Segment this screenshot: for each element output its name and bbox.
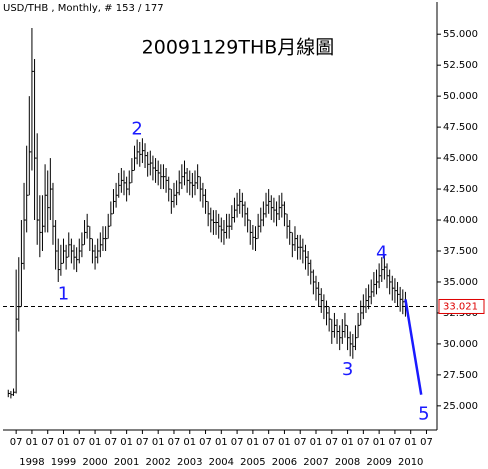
x-year-label: 2007 — [303, 457, 328, 468]
x-year-label: 2002 — [145, 457, 170, 468]
x-year-label: 1999 — [51, 457, 76, 468]
x-year-label: 2001 — [114, 457, 139, 468]
x-year-label: 2010 — [398, 457, 423, 468]
y-tick-label: 37.500 — [443, 246, 478, 257]
y-tick-label: 47.500 — [443, 122, 478, 133]
x-tick-label: 07 — [389, 437, 402, 448]
x-tick-label: 01 — [89, 437, 102, 448]
x-year-label: 2004 — [209, 457, 234, 468]
y-tick-label: 45.000 — [443, 153, 478, 164]
chart-title: 20091129THB月線圖 — [142, 37, 335, 59]
x-tick-label: 01 — [278, 437, 291, 448]
x-tick-label: 01 — [57, 437, 70, 448]
x-tick-label: 01 — [341, 437, 354, 448]
x-tick-label: 01 — [152, 437, 165, 448]
x-tick-label: 07 — [262, 437, 275, 448]
x-year-label: 2008 — [335, 457, 360, 468]
wave-label: 1 — [58, 283, 69, 304]
y-tick-label: 52.500 — [443, 60, 478, 71]
x-tick-label: 07 — [10, 437, 23, 448]
x-year-label: 1998 — [19, 457, 44, 468]
x-tick-label: 07 — [168, 437, 181, 448]
x-tick-label: 07 — [136, 437, 149, 448]
x-tick-label: 07 — [325, 437, 338, 448]
y-tick-label: 35.000 — [443, 277, 478, 288]
wave-label: 4 — [376, 242, 387, 263]
x-year-label: 2006 — [272, 457, 297, 468]
x-tick-label: 07 — [420, 437, 433, 448]
y-tick-label: 50.000 — [443, 91, 478, 102]
x-tick-label: 01 — [26, 437, 39, 448]
x-year-label: 2003 — [177, 457, 202, 468]
x-year-label: 2009 — [366, 457, 391, 468]
chart-header: USD/THB , Monthly, # 153 / 177 — [3, 3, 164, 14]
wave-label: 2 — [131, 119, 142, 140]
y-tick-label: 42.500 — [443, 184, 478, 195]
wave-label: 5 — [418, 404, 429, 425]
x-tick-label: 01 — [404, 437, 417, 448]
y-tick-label: 30.000 — [443, 339, 478, 350]
last-price-label: 33.021 — [443, 301, 478, 312]
x-tick-label: 07 — [73, 437, 86, 448]
x-tick-label: 07 — [104, 437, 117, 448]
x-tick-label: 01 — [215, 437, 228, 448]
x-tick-label: 07 — [231, 437, 244, 448]
projection-line — [404, 299, 423, 395]
x-tick-label: 01 — [247, 437, 260, 448]
x-year-label: 2005 — [240, 457, 265, 468]
y-tick-label: 40.000 — [443, 215, 478, 226]
x-tick-label: 01 — [120, 437, 133, 448]
y-tick-label: 55.000 — [443, 29, 478, 40]
last-price-box — [438, 298, 485, 314]
x-tick-label: 07 — [294, 437, 307, 448]
x-year-label: 2000 — [82, 457, 107, 468]
x-tick-label: 07 — [199, 437, 212, 448]
x-tick-label: 01 — [310, 437, 323, 448]
x-tick-label: 01 — [373, 437, 386, 448]
x-tick-label: 07 — [357, 437, 370, 448]
x-tick-label: 01 — [183, 437, 196, 448]
y-tick-label: 25.000 — [443, 401, 478, 412]
y-tick-label: 27.500 — [443, 370, 478, 381]
x-tick-label: 07 — [41, 437, 54, 448]
wave-label: 3 — [342, 359, 353, 380]
